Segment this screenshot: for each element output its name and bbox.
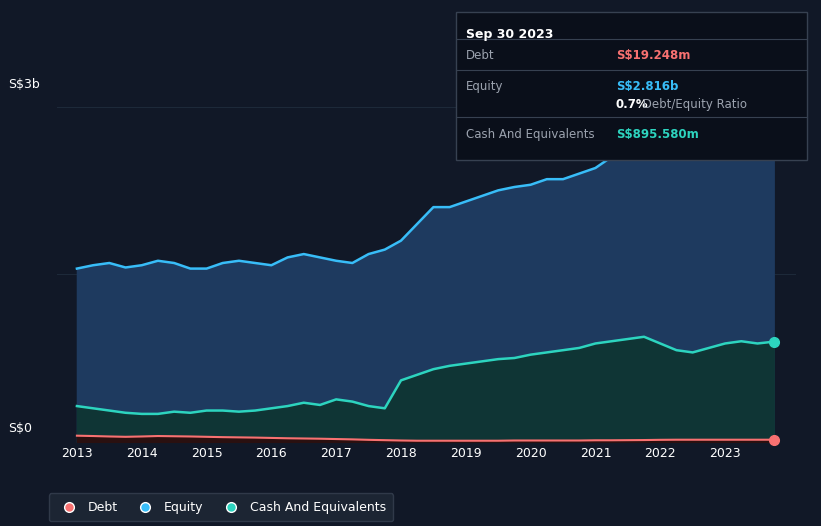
Text: S$19.248m: S$19.248m — [616, 49, 690, 63]
Text: Sep 30 2023: Sep 30 2023 — [466, 28, 553, 41]
Legend: Debt, Equity, Cash And Equivalents: Debt, Equity, Cash And Equivalents — [49, 493, 393, 521]
Text: S$0: S$0 — [8, 422, 32, 435]
Text: Cash And Equivalents: Cash And Equivalents — [466, 127, 594, 140]
Text: S$3b: S$3b — [8, 78, 40, 90]
Text: Debt: Debt — [466, 49, 494, 63]
Text: 0.7%: 0.7% — [616, 98, 649, 112]
Text: Debt/Equity Ratio: Debt/Equity Ratio — [639, 98, 747, 112]
Text: S$895.580m: S$895.580m — [616, 127, 699, 140]
Text: S$2.816b: S$2.816b — [616, 80, 678, 93]
Text: Equity: Equity — [466, 80, 503, 93]
